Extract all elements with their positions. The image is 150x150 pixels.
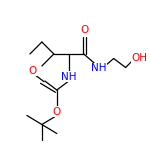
Text: NH: NH — [91, 63, 106, 73]
Text: O: O — [80, 25, 89, 35]
Text: O: O — [28, 66, 36, 75]
Text: OH: OH — [132, 53, 148, 63]
Text: O: O — [53, 107, 61, 117]
Text: NH: NH — [61, 72, 76, 81]
